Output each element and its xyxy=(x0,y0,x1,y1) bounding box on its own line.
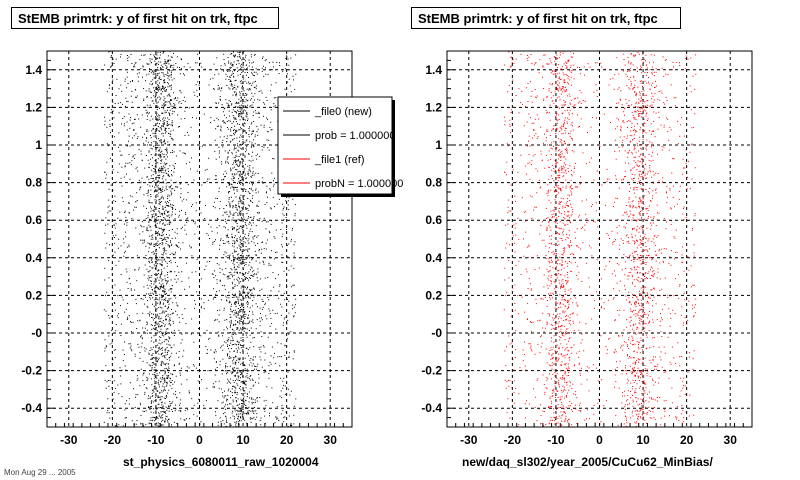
y-tick-label-3: 0.2 xyxy=(25,288,42,302)
data-points-right xyxy=(503,50,697,428)
y-tick-label-3: 0.2 xyxy=(425,288,442,302)
x-tick-label-1: -20 xyxy=(504,433,522,447)
y-tick-label-1: -0.2 xyxy=(421,364,442,378)
footer-timestamp: Mon Aug 29 ... 2005 xyxy=(4,468,76,477)
legend: _file0 (new) prob = 1.000000 _file1 (ref) p… xyxy=(277,96,403,197)
x-tick-label-2: -10 xyxy=(147,433,165,447)
legend-label-3: probN = 1.000000 xyxy=(315,178,403,190)
x-axis-label-right: new/daq_sl302/year_2005/CuCu62_MinBias/ xyxy=(462,455,713,469)
y-tick-label-7: 1 xyxy=(35,138,42,152)
y-tick-label-0: -0.4 xyxy=(21,401,42,415)
y-tick-label-0: -0.4 xyxy=(421,401,442,415)
data-points-left xyxy=(103,50,297,428)
y-tick-label-9: 1.4 xyxy=(25,63,42,77)
y-tick-label-2: -0 xyxy=(31,326,42,340)
x-tick-label-6: 30 xyxy=(724,433,738,447)
x-tick-label-4: 10 xyxy=(636,433,650,447)
x-tick-label-3: 0 xyxy=(596,433,603,447)
x-tick-label-0: -30 xyxy=(60,433,78,447)
x-tick-label-5: 20 xyxy=(680,433,694,447)
y-tick-label-8: 1.2 xyxy=(425,100,442,114)
x-tick-label-6: 30 xyxy=(324,433,338,447)
y-tick-label-9: 1.4 xyxy=(425,63,442,77)
x-tick-label-2: -10 xyxy=(547,433,565,447)
y-tick-label-8: 1.2 xyxy=(25,100,42,114)
x-axis-label-left: st_physics_6080011_raw_1020004 xyxy=(123,455,319,469)
y-tick-label-6: 0.8 xyxy=(425,176,442,190)
y-tick-label-4: 0.4 xyxy=(425,251,442,265)
x-tick-label-3: 0 xyxy=(196,433,203,447)
y-tick-label-6: 0.8 xyxy=(25,176,42,190)
x-tick-label-5: 20 xyxy=(280,433,294,447)
legend-label-2: _file1 (ref) xyxy=(314,154,365,166)
legend-label-0: _file0 (new) xyxy=(314,106,372,118)
y-tick-label-5: 0.6 xyxy=(425,213,442,227)
y-tick-label-7: 1 xyxy=(435,138,442,152)
y-tick-label-2: -0 xyxy=(431,326,442,340)
x-tick-label-4: 10 xyxy=(236,433,250,447)
y-tick-label-4: 0.4 xyxy=(25,251,42,265)
y-tick-label-5: 0.6 xyxy=(25,213,42,227)
legend-box xyxy=(277,96,393,195)
chart-title-right: StEMB primtrk: y of first hit on trk, ft… xyxy=(411,7,681,29)
x-tick-label-0: -30 xyxy=(460,433,478,447)
y-tick-label-1: -0.2 xyxy=(21,364,42,378)
x-tick-label-1: -20 xyxy=(104,433,122,447)
legend-label-1: prob = 1.000000 xyxy=(315,130,395,142)
chart-title-left: StEMB primtrk: y of first hit on trk, ft… xyxy=(11,7,279,29)
